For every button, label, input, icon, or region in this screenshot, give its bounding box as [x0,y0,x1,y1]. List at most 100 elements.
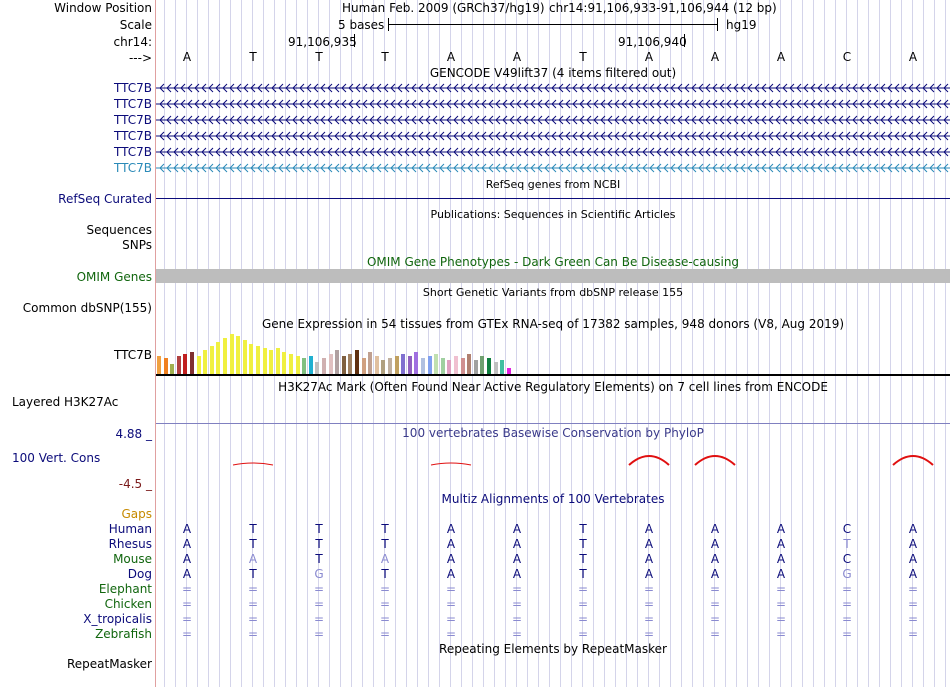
multiz-track-title[interactable]: Multiz Alignments of 100 Vertebrates [441,492,665,506]
gtex-tissue-bar[interactable] [236,336,241,374]
gtex-tissue-bar[interactable] [427,356,432,374]
gencode-item-label[interactable]: TTC7B [114,129,152,143]
refseq-track-label[interactable]: RefSeq Curated [58,192,152,206]
refseq-track-title[interactable]: RefSeq genes from NCBI [485,178,621,191]
repeatmasker-track-title[interactable]: Repeating Elements by RepeatMasker [439,642,667,656]
species-label[interactable]: Human [108,522,152,536]
gtex-tissue-bar[interactable] [506,368,511,374]
gtex-tissue-bar[interactable] [163,358,168,374]
gtex-tissue-bar[interactable] [374,356,379,374]
gtex-tissue-bar[interactable] [170,364,175,374]
gencode-item-label[interactable]: TTC7B [114,161,152,175]
gtex-tissue-bar[interactable] [229,334,234,374]
gtex-tissue-bar[interactable] [302,358,307,374]
gtex-tissue-bar[interactable] [341,356,346,374]
dbsnp-track-label[interactable]: Common dbSNP(155) [22,301,152,315]
gtex-tissue-bar[interactable] [209,346,214,374]
gtex-tissue-bar[interactable] [454,356,458,374]
conservation-plot[interactable] [156,440,950,480]
gtex-expression-bars[interactable] [156,330,556,374]
gtex-tissue-bar[interactable] [289,354,293,374]
h3k27ac-track-label[interactable]: Layered H3K27Ac [12,395,119,409]
gtex-tissue-bar[interactable] [447,360,452,374]
gtex-tissue-bar[interactable] [407,356,412,374]
gencode-transcript-line[interactable] [156,162,950,174]
gtex-tissue-bar[interactable] [308,356,313,374]
gtex-tissue-bar[interactable] [473,360,478,374]
gtex-tissue-bar[interactable] [196,356,201,374]
gencode-transcript-line[interactable] [156,114,950,126]
gencode-item-label[interactable]: TTC7B [114,113,152,127]
species-label[interactable]: Rhesus [108,537,152,551]
gencode-transcript-line[interactable] [156,98,950,110]
species-label[interactable]: X_tropicalis [83,612,152,626]
gtex-tissue-bar[interactable] [315,362,320,374]
gtex-tissue-bar[interactable] [335,350,340,374]
gtex-tissue-bar[interactable] [493,362,498,374]
gtex-tissue-bar[interactable] [269,350,274,374]
gtex-tissue-bar[interactable] [223,338,227,374]
h3k27ac-track-title[interactable]: H3K27Ac Mark (Often Found Near Active Re… [278,380,828,394]
gtex-tissue-bar[interactable] [500,360,505,374]
gtex-tissue-bar[interactable] [421,358,425,374]
gtex-tissue-bar[interactable] [216,342,221,374]
dbsnp-track-title[interactable]: Short Genetic Variants from dbSNP releas… [422,286,684,299]
gtex-tissue-bar[interactable] [381,360,386,374]
publications-snps-label[interactable]: SNPs [122,238,152,252]
gencode-transcript-line[interactable] [156,146,950,158]
gencode-item-label[interactable]: TTC7B [114,81,152,95]
publications-sequences-label[interactable]: Sequences [86,223,152,237]
conservation-track-label[interactable]: 100 Vert. Cons [12,451,101,465]
gencode-transcript-line[interactable] [156,130,950,142]
gtex-tissue-bar[interactable] [262,348,267,374]
gtex-tissue-bar[interactable] [434,354,439,374]
omim-track-title[interactable]: OMIM Gene Phenotypes - Dark Green Can Be… [366,255,740,269]
species-label[interactable]: Chicken [104,597,152,611]
gtex-tissue-bar[interactable] [322,358,326,374]
species-label[interactable]: Dog [127,567,152,581]
species-label[interactable]: Elephant [98,582,152,596]
gtex-tissue-bar[interactable] [414,352,419,374]
track-area[interactable]: Human Feb. 2009 (GRCh37/hg19) chr14:91,1… [156,0,950,687]
gtex-tissue-bar[interactable] [460,358,465,374]
gtex-track-title[interactable]: Gene Expression in 54 tissues from GTEx … [261,317,845,331]
gtex-tissue-bar[interactable] [401,354,406,374]
conservation-track-title[interactable]: 100 vertebrates Basewise Conservation by… [402,426,704,440]
gtex-tissue-bar[interactable] [249,344,254,374]
repeatmasker-track-label[interactable]: RepeatMasker [66,657,152,671]
gtex-tissue-bar[interactable] [467,354,472,374]
gtex-tissue-bar[interactable] [368,352,373,374]
gencode-track-title[interactable]: GENCODE V49lift37 (4 items filtered out) [429,66,677,80]
refseq-gene-line[interactable] [156,198,950,199]
gtex-tissue-bar[interactable] [183,354,188,374]
gtex-tissue-bar[interactable] [328,354,333,374]
gtex-track-label[interactable]: TTC7B [114,348,152,362]
gencode-transcript-line[interactable] [156,82,950,94]
gtex-tissue-bar[interactable] [440,358,445,374]
species-label[interactable]: Mouse [113,552,152,566]
gtex-tissue-bar[interactable] [203,350,208,374]
gtex-tissue-bar[interactable] [176,356,181,374]
publications-track-title[interactable]: Publications: Sequences in Scientific Ar… [430,208,676,221]
omim-feature-bar[interactable] [156,269,950,283]
gtex-tissue-bar[interactable] [157,356,161,374]
gtex-tissue-bar[interactable] [348,354,353,374]
gtex-tissue-bar[interactable] [361,358,366,374]
gtex-tissue-bar[interactable] [355,350,359,374]
gtex-tissue-bar[interactable] [242,340,247,374]
scale-label: Scale [119,18,152,32]
gtex-tissue-bar[interactable] [275,348,280,374]
omim-track-label[interactable]: OMIM Genes [76,270,152,284]
gtex-tissue-bar[interactable] [388,358,392,374]
gencode-item-label[interactable]: TTC7B [114,97,152,111]
gtex-tissue-bar[interactable] [487,358,491,374]
species-label[interactable]: Zebrafish [95,627,152,641]
gtex-tissue-bar[interactable] [190,352,194,374]
gtex-tissue-bar[interactable] [394,356,399,374]
gtex-tissue-bar[interactable] [480,356,485,374]
gencode-item-label[interactable]: TTC7B [114,145,152,159]
gtex-tissue-bar[interactable] [295,356,300,374]
gtex-tissue-bar[interactable] [282,352,287,374]
gtex-tissue-bar[interactable] [256,346,260,374]
